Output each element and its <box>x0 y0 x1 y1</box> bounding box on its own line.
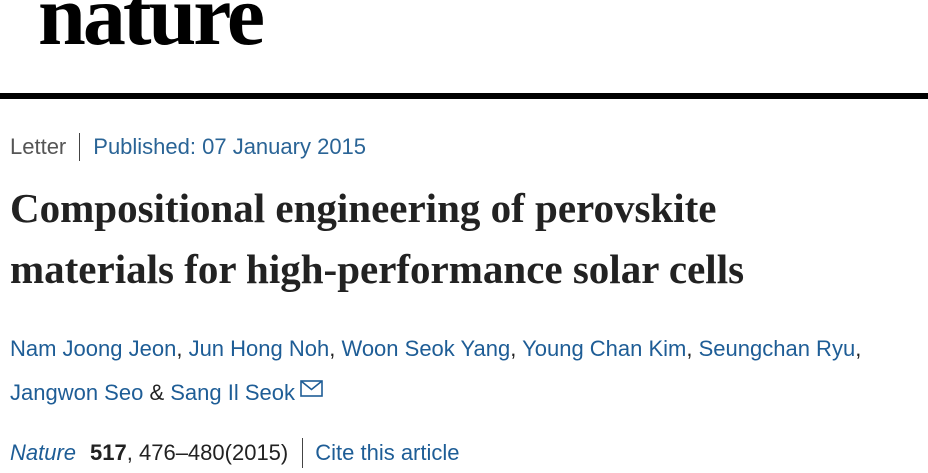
author-list: Nam Joong Jeon, Jun Hong Noh, Woon Seok … <box>10 328 920 413</box>
author-link[interactable]: Nam Joong Jeon <box>10 336 177 361</box>
header-divider <box>0 93 928 99</box>
volume-number: 517 <box>90 440 127 465</box>
nature-logo[interactable]: nature <box>38 0 265 63</box>
article-type-label: Letter <box>10 134 67 159</box>
author-separator: , <box>329 336 342 361</box>
meta-divider <box>79 133 81 161</box>
citation-divider <box>302 438 304 468</box>
author-separator: , <box>855 336 862 361</box>
page-range: , 476–480 <box>126 440 225 465</box>
journal-title[interactable]: Nature <box>10 440 77 465</box>
author-separator: & <box>143 380 171 405</box>
author-link[interactable]: Young Chan Kim <box>522 336 687 361</box>
author-separator: , <box>176 336 189 361</box>
author-link[interactable]: Jun Hong Noh <box>188 336 330 361</box>
author-link[interactable]: Seungchan Ryu <box>698 336 856 361</box>
published-date-link[interactable]: Published: 07 January 2015 <box>93 134 367 159</box>
cite-this-article-link[interactable]: Cite this article <box>315 440 460 465</box>
author-link[interactable]: Jangwon Seo <box>10 380 144 405</box>
article-title-line-1: Compositional engineering of perovskite <box>10 185 717 231</box>
author-separator: , <box>510 336 523 361</box>
publication-year: (2015) <box>224 440 289 465</box>
corresponding-author-link[interactable]: Sang Il Seok <box>170 380 295 405</box>
article-meta: Letter Published: 07 January 2015 <box>10 133 366 161</box>
author-link[interactable]: Woon Seok Yang <box>341 336 511 361</box>
article-title-line-2: materials for high-performance solar cel… <box>10 246 745 292</box>
author-separator: , <box>686 336 699 361</box>
citation-row: Nature 517 , 476–480 (2015) Cite this ar… <box>10 438 460 468</box>
mail-icon[interactable] <box>300 369 323 397</box>
article-title: Compositional engineering of perovskite … <box>10 178 910 300</box>
